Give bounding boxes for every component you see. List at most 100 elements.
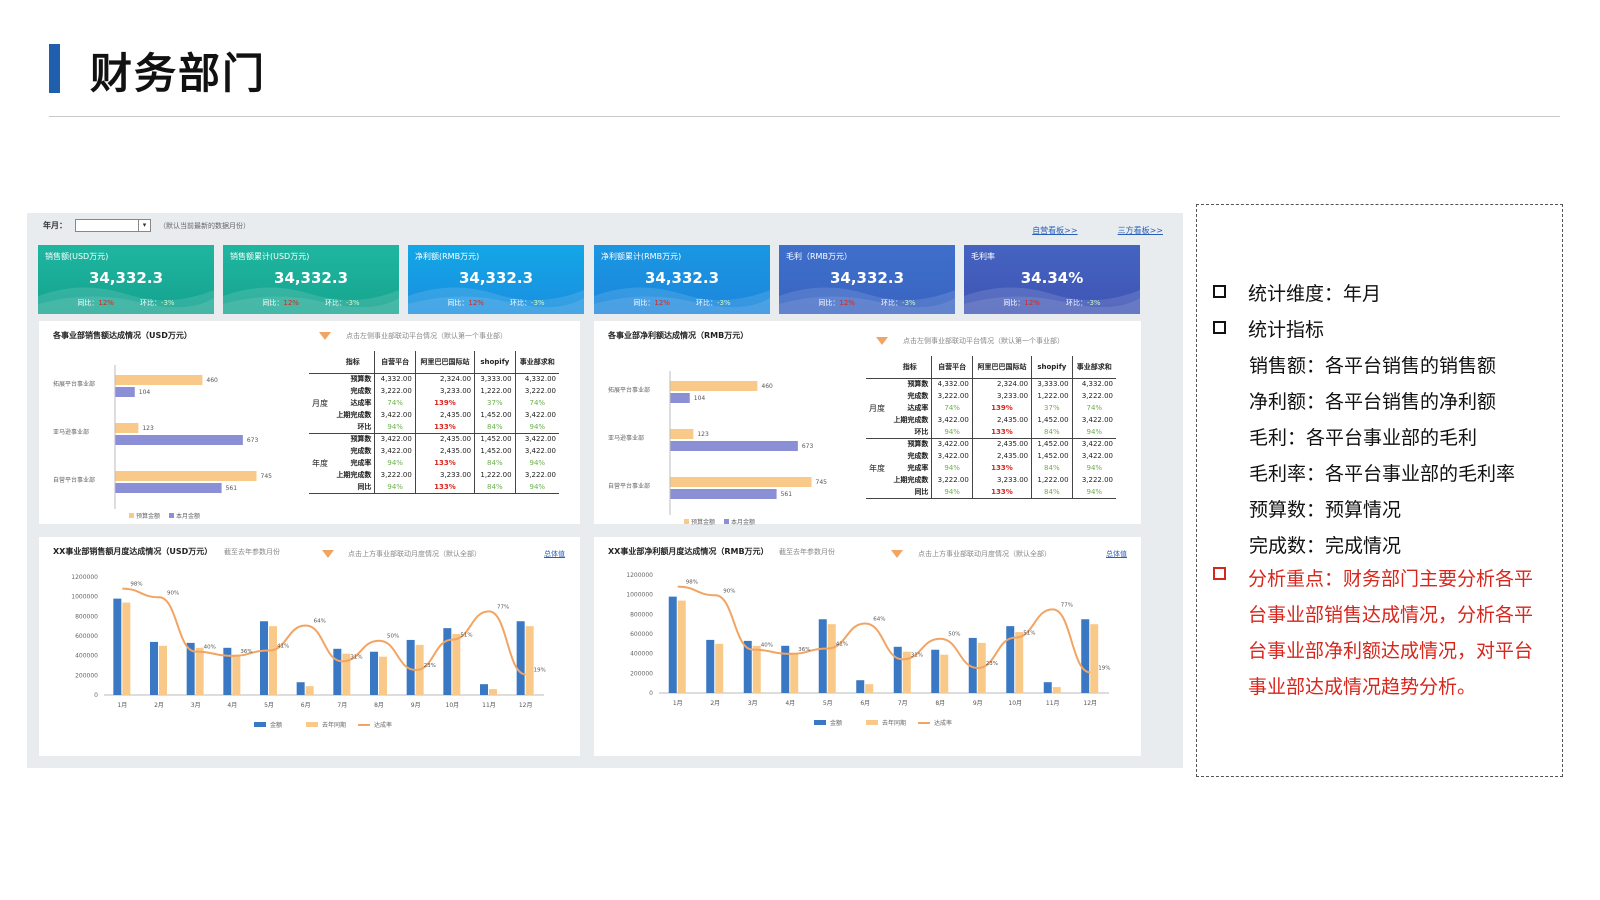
bar[interactable] (668, 596, 677, 693)
wave-decoration (779, 287, 955, 314)
bar[interactable] (223, 647, 232, 695)
month-select[interactable]: ▾ (75, 219, 151, 232)
bar[interactable] (122, 602, 131, 695)
bar[interactable] (452, 634, 461, 695)
bar[interactable] (115, 435, 243, 445)
bar[interactable] (115, 387, 135, 397)
bar[interactable] (1090, 624, 1099, 693)
link-third-board[interactable]: 三方看板>> (1117, 226, 1163, 235)
kpi-card[interactable]: 净利额累计(RMB万元) 34,332.3 同比：12% 环比：-3% (594, 245, 770, 314)
bar[interactable] (781, 645, 790, 693)
bar[interactable] (305, 686, 314, 695)
bar[interactable] (260, 621, 268, 695)
bar[interactable] (670, 393, 690, 403)
kpi-card[interactable]: 净利额(RMB万元) 34,332.3 同比：12% 环比：-3% (408, 245, 584, 314)
bar[interactable] (480, 684, 488, 695)
period-label (309, 481, 331, 494)
x-tick-label: 4月 (227, 702, 237, 709)
bar[interactable] (670, 381, 758, 391)
kpi-card[interactable]: 销售额累计(USD万元) 34,332.3 同比：12% 环比：-3% (223, 245, 399, 314)
bar[interactable] (115, 471, 257, 481)
y-tick-label: 0 (649, 690, 653, 697)
bar[interactable] (443, 628, 452, 695)
bar[interactable] (677, 600, 686, 693)
bar[interactable] (931, 649, 940, 693)
bar[interactable] (269, 626, 277, 695)
table-cell: 2,435.00 (414, 445, 475, 457)
bar[interactable] (406, 639, 415, 695)
overall-link[interactable]: 总体值 (1106, 550, 1127, 558)
bar[interactable] (1006, 626, 1015, 693)
bar[interactable] (232, 654, 241, 695)
category-label[interactable]: 自营平台事业部 (53, 476, 95, 484)
metric-gross: 毛利：各平台事业部的毛利 (1249, 427, 1478, 449)
bar[interactable] (489, 689, 497, 695)
bar[interactable] (370, 651, 378, 695)
kpi-card[interactable]: 销售额(USD万元) 34,332.3 同比：12% 环比：-3% (38, 245, 214, 314)
bar[interactable] (333, 648, 342, 695)
bar[interactable] (115, 375, 203, 385)
bar[interactable] (516, 621, 525, 695)
bar[interactable] (865, 684, 874, 693)
bar[interactable] (940, 654, 949, 693)
bar[interactable] (818, 619, 827, 693)
category-label[interactable]: 拓展平台事业部 (53, 380, 95, 388)
bar[interactable] (902, 651, 911, 693)
bar[interactable] (670, 477, 812, 487)
bar[interactable] (159, 645, 167, 695)
link-self-board[interactable]: 自营看板>> (1032, 226, 1078, 235)
bar[interactable] (525, 626, 534, 695)
bar[interactable] (968, 637, 977, 693)
kpi-card[interactable]: 毛利（RMB万元） 34,332.3 同比：12% 环比：-3% (779, 245, 955, 314)
bar[interactable] (715, 643, 724, 693)
x-tick-label: 8月 (374, 702, 384, 709)
category-label[interactable]: 亚马逊事业部 (53, 428, 89, 436)
bar[interactable] (856, 680, 865, 693)
kpi-card[interactable]: 毛利率 34.34% 同比：12% 环比：-3% (964, 245, 1140, 314)
kpi-mom: 环比：-3% (139, 299, 175, 307)
bar[interactable] (790, 652, 799, 693)
bar[interactable] (115, 483, 222, 493)
bar[interactable] (113, 598, 122, 695)
x-tick-label: 1月 (117, 702, 127, 709)
rate-label: 31% (350, 654, 362, 660)
column-header: shopify (1031, 356, 1073, 379)
bar[interactable] (342, 653, 351, 695)
category-label[interactable]: 亚马逊事业部 (608, 434, 644, 442)
kpi-compare: 同比：12% 环比：-3% (223, 298, 399, 308)
bar[interactable] (743, 640, 752, 693)
bar[interactable] (186, 642, 195, 695)
table-cell: 133% (971, 486, 1032, 499)
bar[interactable] (670, 489, 777, 499)
period-label (866, 414, 888, 426)
wave-decoration (38, 287, 214, 314)
table-cell: 3,333.00 (1031, 378, 1073, 390)
bar[interactable] (150, 641, 158, 695)
panel-title: 各事业部净利额达成情况（RMB万元） (608, 331, 749, 340)
overall-link[interactable]: 总体值 (544, 550, 565, 558)
bar[interactable] (752, 645, 761, 693)
category-label[interactable]: 拓展平台事业部 (608, 386, 650, 394)
bar[interactable] (706, 639, 715, 693)
bar[interactable] (1052, 687, 1061, 693)
table-cell: 3,222.00 (374, 469, 416, 481)
y-tick-label: 200000 (75, 672, 98, 679)
bar[interactable] (893, 646, 902, 693)
bar[interactable] (1015, 632, 1024, 693)
bar[interactable] (379, 656, 387, 695)
bar[interactable] (1081, 619, 1090, 693)
bar[interactable] (296, 682, 305, 695)
period-label: 年度 (869, 463, 885, 473)
bar[interactable] (670, 441, 798, 451)
bar[interactable] (1043, 682, 1052, 693)
table-cell: 133% (414, 457, 475, 469)
bar[interactable] (115, 423, 139, 433)
bar[interactable] (827, 624, 836, 693)
category-label[interactable]: 自营平台事业部 (608, 482, 650, 490)
bar[interactable] (195, 647, 204, 695)
metric-label: 预算数 (350, 375, 372, 384)
arrow-down-icon (322, 550, 334, 558)
bar[interactable] (670, 429, 694, 439)
panel-hint: 点击左侧事业部联动平台情况（默认第一个事业部） (346, 332, 507, 340)
table-cell: 1,452.00 (1031, 450, 1073, 462)
